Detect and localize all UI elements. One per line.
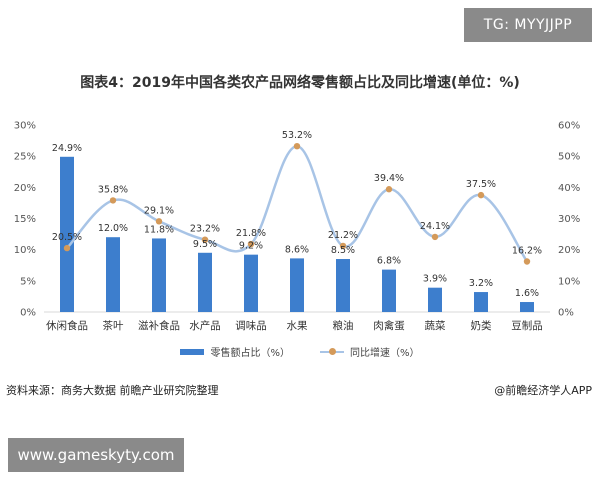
line-data-label: 39.4% xyxy=(374,173,404,184)
bar xyxy=(474,292,488,312)
bar-data-label: 6.8% xyxy=(377,256,401,267)
bar-data-label: 8.6% xyxy=(285,244,309,255)
line-data-label: 20.5% xyxy=(52,232,82,243)
growth-point xyxy=(523,258,531,265)
x-tick-label: 奶类 xyxy=(471,319,492,332)
y-right-tick-label: 0% xyxy=(558,308,574,319)
y-left-tick-label: 15% xyxy=(14,214,36,225)
bar xyxy=(244,254,258,312)
bar xyxy=(428,287,442,312)
x-tick-label: 粮油 xyxy=(333,319,354,332)
bar-data-label: 3.9% xyxy=(423,274,447,285)
bar-data-label: 11.8% xyxy=(144,224,174,235)
x-tick-label: 水产品 xyxy=(189,319,221,332)
bar xyxy=(60,156,74,312)
bar-data-label: 1.6% xyxy=(515,288,539,299)
y-right-tick-label: 10% xyxy=(558,276,580,287)
y-left-tick-label: 5% xyxy=(20,276,36,287)
y-left-tick-label: 10% xyxy=(14,245,36,256)
bar xyxy=(290,258,304,312)
x-tick-label: 滋补食品 xyxy=(138,319,180,332)
y-left-tick-label: 0% xyxy=(20,308,36,319)
x-tick-label: 茶叶 xyxy=(103,319,124,332)
legend-line-swatch xyxy=(320,347,344,357)
x-tick-label: 豆制品 xyxy=(511,319,543,332)
x-tick-label: 休闲食品 xyxy=(46,319,88,332)
watermark-tag: TG: MYYJJPP xyxy=(464,8,592,42)
bar-data-label: 9.2% xyxy=(239,241,263,252)
x-tick-label: 调味品 xyxy=(235,320,267,332)
line-data-label: 23.2% xyxy=(190,224,220,235)
x-tick-label: 水果 xyxy=(287,320,308,332)
y-right-tick-label: 20% xyxy=(558,245,580,256)
growth-point xyxy=(431,233,439,241)
x-tick-label: 蔬菜 xyxy=(425,320,446,332)
y-right-tick-label: 30% xyxy=(558,214,580,225)
line-data-label: 24.1% xyxy=(420,221,450,232)
bar-data-label: 3.2% xyxy=(469,278,493,289)
line-data-label: 37.5% xyxy=(466,179,496,190)
line-data-label: 16.2% xyxy=(512,246,542,257)
bar xyxy=(336,259,350,312)
growth-point xyxy=(109,197,117,204)
line-data-label: 21.8% xyxy=(236,228,266,239)
growth-point xyxy=(477,191,485,199)
line-data-label: 21.2% xyxy=(328,230,358,241)
chart-legend: 零售额占比（%） 同比增速（%） xyxy=(0,344,600,359)
y-right-tick-label: 60% xyxy=(558,121,580,132)
bar xyxy=(152,238,166,312)
growth-line xyxy=(66,144,529,263)
source-note: 资料来源：商务大数据 前瞻产业研究院整理 xyxy=(6,384,219,397)
y-right-tick-label: 40% xyxy=(558,183,580,194)
credit-note: @前瞻经济学人APP xyxy=(494,384,592,397)
growth-point xyxy=(63,244,71,252)
bar xyxy=(198,252,212,312)
bar xyxy=(382,269,396,312)
bar-data-label: 12.0% xyxy=(98,223,128,234)
y-left-tick-label: 25% xyxy=(14,152,36,163)
growth-point xyxy=(247,240,255,248)
growth-point xyxy=(293,142,301,150)
growth-point xyxy=(155,218,163,225)
growth-point xyxy=(339,242,347,250)
growth-point xyxy=(385,186,393,193)
bar xyxy=(106,237,120,312)
legend-item-line: 同比增速（%） xyxy=(320,344,420,359)
y-left-tick-label: 20% xyxy=(14,183,36,194)
y-left-tick-label: 30% xyxy=(14,121,36,132)
line-data-label: 53.2% xyxy=(282,130,312,141)
bar xyxy=(520,302,534,312)
legend-item-bar: 零售额占比（%） xyxy=(180,344,290,359)
x-tick-label: 肉禽蛋 xyxy=(373,319,405,332)
bar-data-label: 9.5% xyxy=(193,239,217,250)
chart-title: 图表4：2019年中国各类农产品网络零售额占比及同比增速(单位：%) xyxy=(80,75,520,91)
growth-point xyxy=(201,236,209,243)
legend-bar-label: 零售额占比（%） xyxy=(210,348,290,359)
watermark-site: www.gameskyty.com xyxy=(8,438,184,472)
line-data-label: 35.8% xyxy=(98,184,128,195)
y-right-tick-label: 50% xyxy=(558,152,580,163)
legend-bar-swatch xyxy=(180,348,205,355)
legend-line-label: 同比增速（%） xyxy=(350,348,420,359)
bar-data-label: 24.9% xyxy=(52,143,82,154)
bar-data-label: 8.5% xyxy=(331,245,355,256)
line-data-label: 29.1% xyxy=(144,205,174,216)
